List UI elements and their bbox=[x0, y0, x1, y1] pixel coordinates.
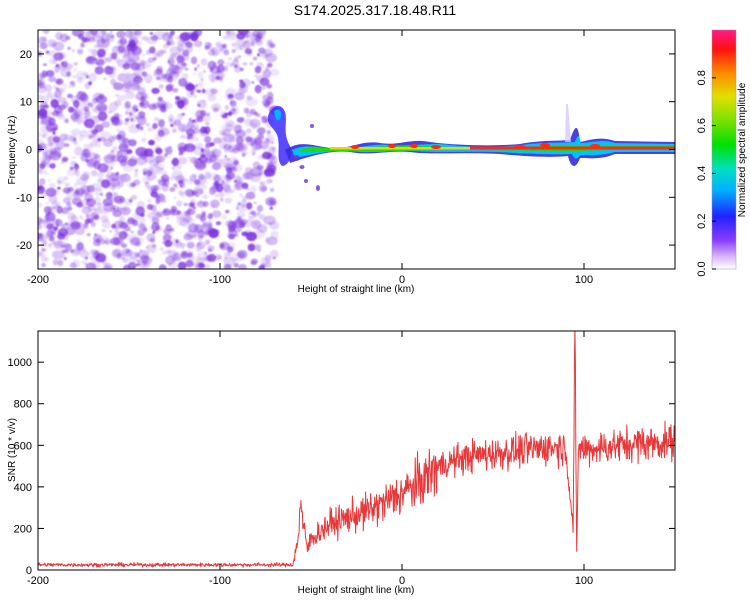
snr-xtick-label: 100 bbox=[575, 575, 593, 587]
spectrogram-ytick-label: 0 bbox=[26, 145, 32, 157]
snr-ytick-label: 1000 bbox=[8, 357, 32, 369]
colorbar-tick-label: 0.6 bbox=[696, 118, 708, 133]
spectrogram-xtick-label: -100 bbox=[209, 274, 231, 286]
signal-onset-scatter bbox=[292, 124, 320, 191]
signal-onset-core bbox=[274, 109, 281, 121]
colorbar-tick-label: 0.2 bbox=[696, 214, 708, 229]
snr-xtick-label: -100 bbox=[209, 575, 231, 587]
spectrogram-xlabel: Height of straight line (km) bbox=[298, 284, 415, 295]
snr-ytick-label: 200 bbox=[14, 523, 32, 535]
colorbar-ticks: 0.0 0.2 0.4 0.6 0.8 bbox=[696, 70, 716, 277]
snr-ylabel: SNR (10 * v/v) bbox=[7, 418, 18, 482]
snr-ytick-label: 600 bbox=[14, 440, 32, 452]
colorbar-tick-label: 0.0 bbox=[696, 261, 708, 276]
snr-ytick-label: 0 bbox=[26, 565, 32, 577]
spectrogram-noise-region bbox=[38, 30, 280, 269]
snr-plot-area bbox=[38, 331, 675, 570]
spectrogram-ytick-label: 10 bbox=[20, 97, 32, 109]
colorbar-label: Normalized spectral amplitude bbox=[737, 82, 748, 217]
colorbar-frame bbox=[711, 29, 737, 270]
chart-title: S174.2025.317.18.48.R11 bbox=[294, 2, 457, 18]
signal-hotspots bbox=[351, 143, 600, 149]
snr-series-line bbox=[38, 331, 675, 568]
spectrogram-carrier bbox=[267, 104, 675, 191]
colorbar: 0.0 0.2 0.4 0.6 0.8 Normalized spectral ampl… bbox=[696, 29, 748, 277]
snr-ytick-label: 400 bbox=[14, 482, 32, 494]
spectrogram-ytick-label: 20 bbox=[20, 49, 32, 61]
spectrogram-ylabel: Frequency (Hz) bbox=[7, 116, 18, 185]
colorbar-tick-label: 0.8 bbox=[696, 70, 708, 85]
colorbar-tick-label: 0.4 bbox=[696, 166, 708, 181]
snr-frame bbox=[37, 330, 676, 571]
snr-xlabel: Height of straight line (km) bbox=[298, 585, 415, 596]
colorbar-gradient bbox=[712, 30, 736, 269]
spectrogram-xtick-label: 100 bbox=[575, 274, 593, 286]
signal-spike-halo bbox=[565, 104, 571, 142]
signal-core-right bbox=[470, 146, 675, 150]
snr-ytick-label: 800 bbox=[14, 399, 32, 411]
snr-xtick-label: 0 bbox=[399, 575, 405, 587]
spectrogram-ytick-label: -10 bbox=[16, 192, 32, 204]
snr-xtick-label: -200 bbox=[27, 575, 49, 587]
spectrogram-ytick-label: -20 bbox=[16, 240, 32, 252]
spectrogram-xtick-label: 0 bbox=[399, 274, 405, 286]
signal-core-left bbox=[330, 147, 470, 150]
spectrogram-xtick-label: -200 bbox=[27, 274, 49, 286]
